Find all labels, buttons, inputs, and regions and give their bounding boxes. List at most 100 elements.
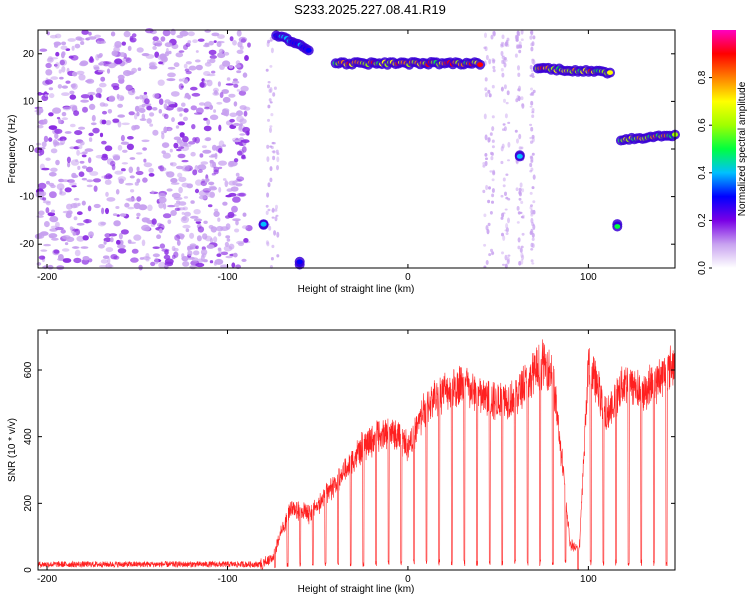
noise-speckle: [177, 121, 185, 126]
noise-speckle: [70, 83, 76, 89]
noise-speckle: [200, 161, 209, 165]
noise-speckle: [142, 177, 148, 183]
noise-speckle: [170, 210, 177, 216]
noise-speckle: [71, 174, 79, 178]
noise-speckle: [229, 36, 234, 42]
noise-speckle: [221, 112, 226, 115]
main-trace: [477, 62, 484, 68]
noise-speckle: [164, 42, 173, 48]
noise-speckle: [530, 46, 534, 52]
noise-speckle: [47, 264, 54, 270]
noise-speckle: [515, 98, 519, 103]
noise-speckle: [69, 123, 76, 128]
noise-speckle: [505, 101, 509, 105]
noise-speckle: [270, 257, 274, 261]
noise-speckle: [228, 65, 234, 69]
noise-speckle: [247, 42, 251, 48]
noise-speckle: [39, 48, 48, 52]
noise-speckle: [531, 137, 535, 143]
noise-speckle: [152, 107, 158, 111]
noise-speckle: [530, 100, 534, 106]
noise-speckle: [485, 54, 489, 61]
colorbar-tick-label: 0.6: [697, 118, 708, 132]
noise-speckle: [530, 217, 534, 224]
noise-speckle: [148, 65, 158, 70]
noise-speckle: [135, 170, 144, 176]
noise-speckle: [182, 224, 191, 229]
noise-speckle: [226, 77, 231, 81]
noise-speckle: [212, 87, 219, 93]
noise-speckle: [196, 235, 202, 242]
y-tick-label: 400: [23, 428, 34, 445]
noise-speckle: [221, 89, 229, 94]
noise-speckle: [181, 102, 186, 107]
noise-speckle: [483, 113, 487, 120]
noise-speckle: [266, 156, 270, 163]
noise-speckle: [204, 42, 209, 47]
noise-speckle: [516, 30, 520, 36]
noise-speckle: [267, 84, 270, 89]
noise-speckle: [490, 151, 493, 156]
noise-speckle: [530, 167, 534, 172]
noise-speckle: [190, 105, 197, 111]
noise-speckle: [42, 197, 47, 201]
noise-speckle: [130, 189, 135, 193]
noise-speckle: [503, 84, 507, 90]
noise-speckle: [266, 192, 270, 198]
noise-speckle: [515, 39, 519, 42]
noise-speckle: [233, 252, 238, 258]
noise-speckle: [96, 40, 100, 44]
noise-speckle: [231, 262, 236, 268]
noise-speckle: [168, 128, 172, 132]
noise-speckle: [120, 134, 125, 142]
noise-speckle: [500, 160, 504, 165]
noise-speckle: [59, 59, 68, 66]
noise-speckle: [517, 245, 521, 250]
noise-speckle: [105, 207, 109, 215]
noise-speckle: [173, 142, 179, 149]
noise-speckle: [181, 211, 185, 215]
noise-speckle: [159, 243, 166, 249]
noise-speckle: [104, 175, 108, 180]
noise-speckle: [502, 235, 506, 241]
noise-speckle: [138, 204, 148, 211]
noise-speckle: [73, 197, 80, 201]
noise-speckle: [164, 51, 170, 57]
noise-speckle: [125, 182, 134, 186]
noise-speckle: [151, 218, 157, 225]
noise-speckle: [209, 186, 218, 191]
noise-speckle: [217, 217, 221, 222]
noise-speckle: [233, 83, 239, 88]
noise-speckle: [152, 253, 160, 258]
noise-speckle: [520, 252, 524, 258]
noise-speckle: [506, 259, 510, 265]
noise-speckle: [225, 235, 231, 239]
noise-speckle: [133, 234, 142, 241]
noise-speckle: [61, 92, 70, 96]
noise-speckle: [175, 125, 180, 129]
noise-speckle: [177, 146, 185, 149]
noise-speckle: [55, 159, 60, 166]
noise-speckle: [529, 162, 533, 168]
noise-speckle: [271, 150, 275, 153]
noise-speckle: [101, 155, 109, 161]
noise-speckle: [187, 40, 192, 44]
noise-speckle: [211, 70, 216, 74]
y-tick-label: -10: [20, 192, 35, 203]
noise-speckle: [126, 143, 134, 150]
noise-speckle: [174, 202, 180, 208]
noise-speckle: [64, 242, 69, 246]
y-tick-label: 0: [28, 144, 34, 155]
noise-speckle: [273, 86, 277, 90]
noise-speckle: [171, 254, 176, 260]
noise-speckle: [90, 122, 97, 126]
noise-speckle: [211, 172, 216, 176]
noise-speckle: [114, 58, 123, 65]
noise-speckle: [167, 66, 176, 70]
noise-speckle: [521, 188, 525, 193]
noise-speckle: [76, 222, 85, 226]
noise-speckle: [267, 182, 271, 188]
noise-speckle: [170, 91, 180, 97]
noise-speckle: [97, 54, 103, 59]
noise-speckle: [36, 262, 42, 266]
